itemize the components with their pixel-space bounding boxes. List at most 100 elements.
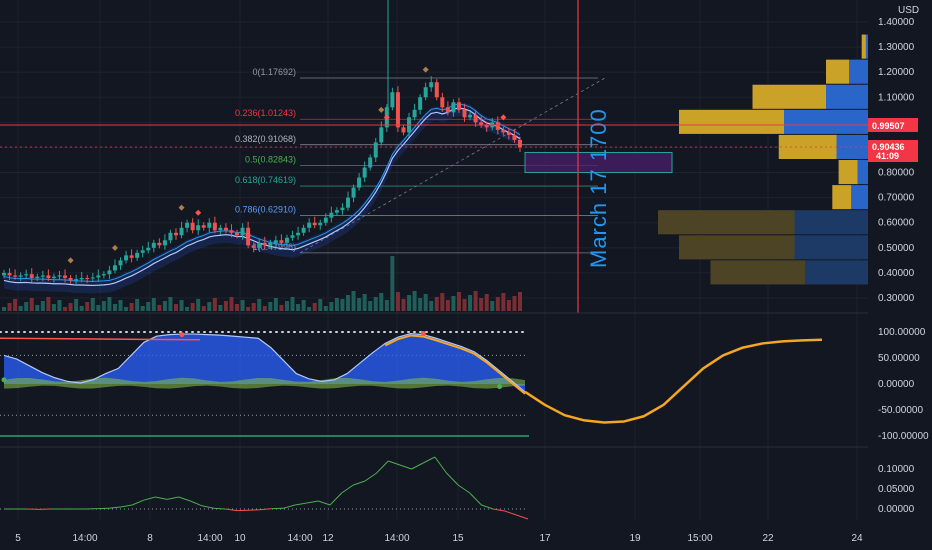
volume-profile-up-bar (832, 185, 852, 210)
candle-body (151, 242, 156, 248)
price-scale[interactable] (868, 0, 932, 550)
candle-body (7, 272, 12, 276)
volume-bars (2, 256, 522, 311)
candle-body (346, 197, 350, 208)
volume-profile-up-bar (679, 109, 784, 134)
candle-body (251, 245, 256, 248)
volume-bar (318, 299, 323, 311)
volume-profile-up-bar (861, 34, 866, 59)
forecast-box[interactable] (524, 151, 673, 174)
price-tick-label: 1.20000 (878, 67, 915, 78)
candle-body (512, 134, 517, 140)
lower-indicator-segment (225, 508, 237, 512)
volume-bar (68, 303, 73, 311)
time-tick-label: 8 (147, 533, 153, 544)
candle-body (185, 222, 190, 228)
lower-indicator-segment (283, 504, 296, 509)
volume-bar (290, 297, 295, 311)
fib-level-label: 0.382(0.91068) (235, 134, 296, 144)
fibonacci-retracement[interactable]: 0(1.17692) 0.236(1.01243) 0.382(0.91068) 0.… (235, 67, 606, 254)
candle-body (329, 212, 334, 218)
volume-bar (495, 297, 500, 311)
volume-bar (190, 303, 195, 311)
candle-body (179, 227, 184, 236)
candle-body (57, 275, 62, 277)
volume-bar (301, 300, 306, 311)
volume-profile (658, 34, 868, 285)
oscillator-dot (1, 377, 7, 383)
time-axis[interactable]: 5 14:00 8 14:00 10 14:00 12 14:00 15 17 19 15:00 22 2… (15, 533, 863, 544)
candle-body (456, 102, 461, 110)
candle-body (212, 222, 217, 231)
time-tick-label: 24 (851, 533, 863, 544)
lower-indicator-segment (411, 462, 424, 470)
volume-bar (273, 298, 278, 311)
volume-bar (124, 307, 129, 311)
lower-indicator-segment (481, 504, 494, 510)
volume-bar (340, 299, 345, 311)
fib-level-label: 0.5(0.82843) (245, 154, 296, 164)
lower-indicator-panel (0, 456, 529, 520)
volume-bar (468, 295, 473, 311)
candle-body (434, 82, 439, 98)
candle-body (40, 275, 45, 277)
candle-body (268, 242, 273, 246)
lower-indicator-segment (492, 508, 505, 512)
volume-bar (40, 301, 45, 311)
oscillator-projection-curve (524, 338, 823, 424)
volume-bar (90, 298, 95, 311)
volume-bar (390, 256, 395, 311)
volume-bar (229, 297, 234, 311)
signal-diamond (111, 244, 118, 251)
lower-tick-label: 0.10000 (878, 464, 915, 475)
time-tick-label: 17 (539, 533, 551, 544)
volume-bar (268, 302, 273, 311)
volume-bar (101, 301, 106, 311)
volume-profile-up-bar (710, 260, 805, 285)
oscillator-dot (420, 331, 426, 337)
volume-bar (118, 300, 123, 311)
candle-body (96, 275, 101, 278)
volume-bar (257, 299, 262, 311)
volume-bar (418, 298, 423, 311)
volume-bar (479, 298, 484, 311)
oscillator-line (3, 332, 526, 393)
oscillator-panel (0, 331, 823, 437)
lower-indicator-segment (306, 500, 319, 504)
lower-indicator-segment (201, 505, 214, 509)
lower-indicator-segment (108, 506, 121, 509)
volume-bar (506, 300, 511, 311)
volume-bar (135, 299, 140, 311)
time-tick-label: 19 (629, 533, 641, 544)
price-tick-label: 0.70000 (878, 193, 915, 204)
candle-body (401, 127, 406, 133)
volume-profile-down-bar (857, 160, 868, 185)
candle-body (495, 122, 500, 130)
fib-level-label: 0(1.17692) (252, 67, 296, 77)
time-tick-label: 14:00 (287, 533, 312, 544)
volume-bar (384, 300, 389, 311)
volume-bar (129, 303, 134, 311)
oscillator-tick-label: -50.00000 (878, 405, 923, 416)
volume-profile-down-bar (794, 210, 868, 235)
lower-indicator-segment (422, 456, 436, 464)
volume-bar (51, 304, 56, 311)
volume-bar (79, 306, 84, 311)
candle-body (107, 270, 112, 275)
last-price-badge: 0.90436 41:09 (868, 140, 918, 162)
lower-indicator-segment (376, 460, 389, 474)
volume-bar (279, 305, 284, 311)
event-annotation[interactable]: March 17 1700 (586, 108, 611, 268)
volume-bar (146, 302, 151, 311)
volume-bar (284, 301, 289, 311)
time-tick-label: 10 (234, 533, 246, 544)
grid-lines (0, 0, 868, 520)
candle-body (284, 237, 289, 243)
candle-body (506, 132, 511, 135)
volume-bar (451, 296, 456, 311)
volume-bar (162, 301, 167, 311)
volume-bar (429, 301, 434, 311)
candle-body (13, 275, 18, 277)
volume-bar (223, 301, 228, 311)
